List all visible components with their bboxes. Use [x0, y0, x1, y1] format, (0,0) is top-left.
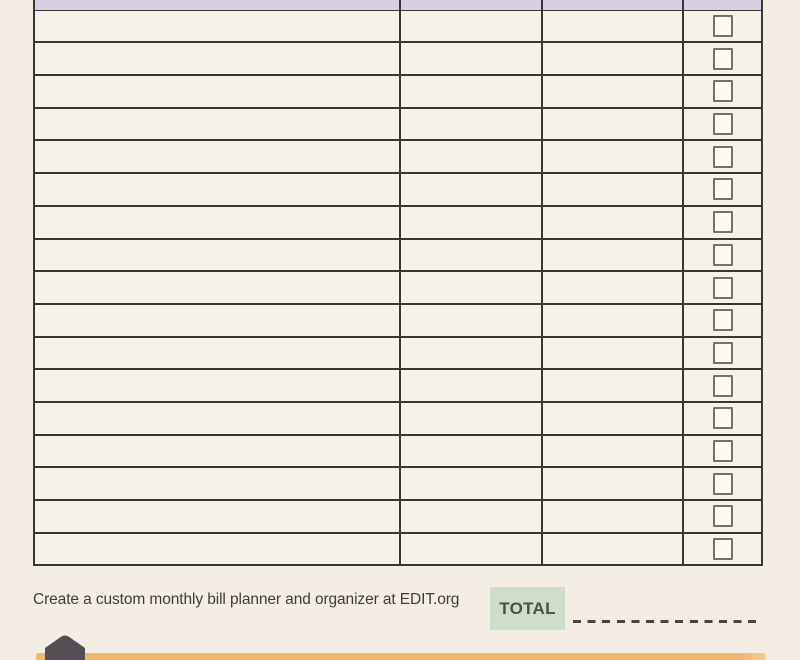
bill-cell[interactable] [35, 435, 399, 467]
paid-cell [684, 272, 761, 303]
bill-cell[interactable] [35, 239, 399, 271]
due-date-cell[interactable] [543, 76, 682, 107]
bill-cell[interactable] [35, 43, 399, 75]
bill-cell[interactable] [35, 501, 399, 532]
paid-checkbox[interactable] [712, 341, 733, 364]
paid-cell [684, 141, 761, 173]
due-date-cell[interactable] [543, 43, 682, 75]
bill-cell[interactable] [35, 10, 399, 42]
paid-cell [684, 174, 761, 205]
pentagon-icon [45, 635, 85, 660]
bill-cell[interactable] [35, 337, 399, 369]
due-date-cell[interactable] [543, 402, 682, 434]
paid-checkbox[interactable] [712, 145, 733, 168]
amount-cell[interactable] [401, 402, 541, 434]
bill-cell[interactable] [35, 141, 399, 173]
due-date-cell[interactable] [543, 468, 682, 499]
bill-cell[interactable] [35, 402, 399, 434]
column-header-amount: AMOUNT [401, 0, 541, 10]
amount-cell[interactable] [401, 76, 541, 107]
paid-checkbox[interactable] [712, 211, 733, 234]
due-date-cell[interactable] [543, 174, 682, 205]
paid-cell [684, 76, 761, 107]
paid-checkbox[interactable] [712, 15, 733, 38]
amount-cell[interactable] [401, 304, 541, 336]
total-label: TOTAL [499, 598, 556, 618]
bill-cell[interactable] [35, 370, 399, 401]
paid-cell [684, 468, 761, 499]
amount-cell[interactable] [401, 174, 541, 205]
paid-cell [684, 501, 761, 532]
paid-cell [684, 304, 761, 336]
bill-cell[interactable] [35, 108, 399, 140]
amount-cell[interactable] [401, 533, 541, 565]
amount-cell[interactable] [401, 337, 541, 369]
paid-checkbox[interactable] [712, 276, 733, 299]
bill-cell[interactable] [35, 76, 399, 107]
due-date-cell[interactable] [543, 304, 682, 336]
amount-cell[interactable] [401, 501, 541, 532]
due-date-cell[interactable] [543, 239, 682, 271]
column-header-due-date: DUE DATE [543, 0, 682, 10]
promo-text: Create a custom monthly bill planner and… [33, 591, 460, 608]
amount-cell[interactable] [401, 468, 541, 499]
paid-checkbox[interactable] [712, 178, 733, 201]
column-header-paid: PAID [684, 0, 761, 10]
paid-checkbox[interactable] [712, 472, 733, 495]
paid-cell [684, 43, 761, 75]
paid-checkbox[interactable] [712, 374, 733, 397]
column-header-bill: BILL [35, 0, 399, 10]
amount-cell[interactable] [401, 272, 541, 303]
paid-checkbox[interactable] [712, 243, 733, 266]
amount-cell[interactable] [401, 141, 541, 173]
paid-checkbox[interactable] [712, 538, 733, 561]
bill-cell[interactable] [35, 304, 399, 336]
paid-checkbox[interactable] [712, 309, 733, 332]
amount-cell[interactable] [401, 10, 541, 42]
due-date-cell[interactable] [543, 108, 682, 140]
due-date-cell[interactable] [543, 206, 682, 238]
paid-checkbox[interactable] [712, 113, 733, 136]
paid-cell [684, 206, 761, 238]
bill-cell[interactable] [35, 468, 399, 499]
due-date-cell[interactable] [543, 370, 682, 401]
due-date-cell[interactable] [543, 141, 682, 173]
paid-cell [684, 239, 761, 271]
total-fill-in-line [573, 620, 763, 623]
bill-cell[interactable] [35, 174, 399, 205]
amount-cell[interactable] [401, 239, 541, 271]
bill-cell[interactable] [35, 272, 399, 303]
due-date-cell[interactable] [543, 337, 682, 369]
amount-cell[interactable] [401, 108, 541, 140]
bill-cell[interactable] [35, 533, 399, 565]
accent-bar [36, 653, 766, 660]
paid-cell [684, 337, 761, 369]
amount-cell[interactable] [401, 435, 541, 467]
paid-checkbox[interactable] [712, 439, 733, 462]
paid-cell [684, 533, 761, 565]
paid-checkbox[interactable] [712, 80, 733, 103]
due-date-cell[interactable] [543, 272, 682, 303]
paid-cell [684, 10, 761, 42]
paid-checkbox[interactable] [712, 407, 733, 430]
due-date-cell[interactable] [543, 501, 682, 532]
amount-cell[interactable] [401, 206, 541, 238]
paid-cell [684, 108, 761, 140]
paid-cell [684, 370, 761, 401]
paid-checkbox[interactable] [712, 47, 733, 70]
due-date-cell[interactable] [543, 533, 682, 565]
bill-cell[interactable] [35, 206, 399, 238]
bill-table: BILL AMOUNT DUE DATE PAID [33, 0, 763, 567]
amount-cell[interactable] [401, 43, 541, 75]
due-date-cell[interactable] [543, 10, 682, 42]
paid-checkbox[interactable] [712, 505, 733, 528]
total-label-box: TOTAL [490, 587, 565, 630]
paid-cell [684, 435, 761, 467]
due-date-cell[interactable] [543, 435, 682, 467]
paid-cell [684, 402, 761, 434]
amount-cell[interactable] [401, 370, 541, 401]
